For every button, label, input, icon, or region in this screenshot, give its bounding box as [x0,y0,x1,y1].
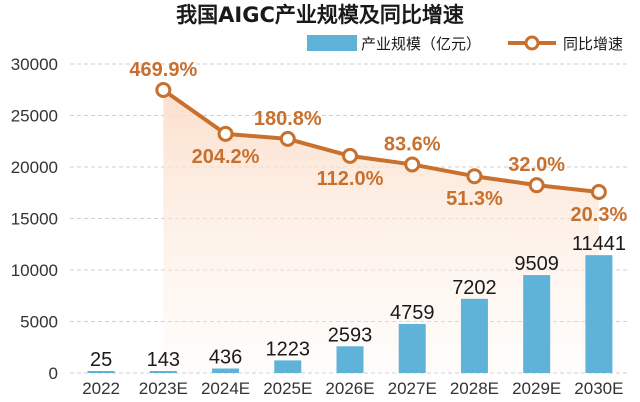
x-tick-label: 2024E [201,379,250,398]
growth-marker [217,125,234,142]
bar [460,298,488,373]
y-tick-label: 0 [49,364,58,383]
bar-value-label: 143 [147,349,180,371]
x-tick-label: 2026E [325,379,374,398]
growth-value-label: 469.9% [129,59,197,81]
y-tick-label: 5000 [20,313,58,332]
growth-marker [528,177,545,194]
growth-value-label: 51.3% [446,188,503,210]
bar-value-label: 9509 [514,253,559,275]
bar-value-label: 436 [209,347,242,369]
x-axis-ticks: 2022 2023E 2024E 2025E 2026E 2027E 2028E 2029E 2… [82,379,623,398]
growth-marker [155,82,172,98]
x-tick-label: 2025E [263,379,312,398]
bar-value-label: 1223 [266,338,311,360]
bar [274,360,302,373]
x-tick-label: 2029E [512,379,561,398]
growth-value-label: 204.2% [192,146,260,168]
growth-value-label: 83.6% [384,133,441,155]
bar [398,323,426,373]
growth-value-label: 32.0% [508,154,565,176]
bar [87,371,115,373]
y-tick-label: 15000 [11,210,58,229]
x-tick-label: 2027E [388,379,437,398]
growth-value-label: 20.3% [571,204,628,226]
bar [585,255,613,373]
growth-markers [155,82,607,200]
growth-marker [279,130,296,147]
bar [523,275,551,373]
legend: 产业规模（亿元） 同比增速 [307,35,623,53]
bar [212,368,240,373]
legend-line-label: 同比增速 [563,35,623,53]
bar-value-label: 2593 [328,324,373,346]
growth-value-label: 112.0% [317,168,384,190]
growth-value-label: 180.8% [254,108,322,130]
y-tick-label: 30000 [11,55,58,74]
growth-labels: 469.9% 204.2% 180.8% 112.0%83.6% 51.3%32.0% 2… [129,59,627,226]
bar-value-label: 25 [90,349,112,371]
x-tick-label: 2022 [82,379,120,398]
y-tick-label: 25000 [11,107,58,126]
growth-marker [466,168,483,185]
y-tick-label: 20000 [11,158,58,177]
chart-title: 我国AIGC产业规模及同比增速 [176,3,464,27]
x-tick-label: 2030E [574,379,623,398]
bar [336,346,364,373]
legend-bar-swatch [307,35,357,51]
y-tick-label: 10000 [11,261,58,280]
growth-area [163,90,599,373]
growth-line [162,88,600,194]
bar-value-label: 7202 [452,277,497,299]
legend-line-marker [524,35,540,51]
bar [149,371,177,373]
growth-marker [404,156,421,173]
legend-bar-label: 产业规模（亿元） [361,35,481,53]
y-axis-ticks: 0 5000 10000 15000 20000 25000 30000 [11,55,58,383]
bar-value-label: 11441 [572,233,626,255]
growth-marker [342,147,358,164]
growth-marker [590,184,607,200]
bar-value-label: 4759 [390,302,435,324]
bars [87,255,613,373]
x-tick-label: 2028E [450,379,499,398]
bar-labels: 25 143 436 1223 2593 4759 7202 9509 11441 [90,233,626,371]
x-tick-label: 2023E [139,379,188,398]
